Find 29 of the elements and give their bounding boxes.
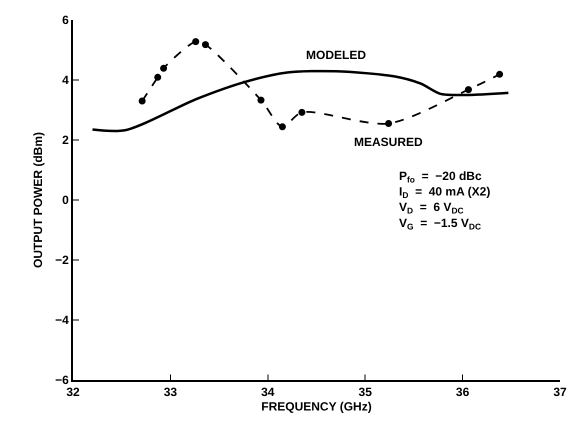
point: [385, 120, 392, 127]
x-tick-label: 33: [164, 385, 178, 400]
series-label: MEASURED: [354, 135, 424, 149]
y-tick-label: 4: [62, 73, 70, 88]
x-tick-label: 34: [261, 385, 275, 400]
x-tick-label: 32: [66, 385, 80, 400]
y-tick-label: 2: [62, 133, 70, 148]
series-label: MODELED: [306, 48, 366, 62]
x-tick-label: 36: [456, 385, 470, 400]
point: [278, 123, 286, 130]
point: [257, 96, 264, 104]
point: [202, 41, 209, 48]
y-tick-label: 6: [62, 13, 70, 28]
point: [160, 64, 168, 72]
y-axis-title: OUTPUT POWER (dBm): [30, 132, 45, 268]
y-tick-label: 0: [62, 193, 70, 208]
point: [464, 86, 472, 94]
x-axis-title: FREQUENCY (GHz): [261, 400, 372, 414]
x-tick-label: 37: [553, 385, 567, 400]
y-tick-label: −4: [55, 313, 70, 328]
point: [138, 98, 146, 104]
x-tick-label: 35: [358, 385, 372, 400]
point: [154, 74, 162, 81]
y-tick-label: −2: [55, 253, 70, 268]
point: [298, 108, 306, 116]
point: [496, 70, 504, 78]
point: [192, 38, 200, 46]
y-tick-label: −6: [55, 373, 70, 388]
text: P$_{fo}$ = −20 dBc I$_{D}$ = 40 mA (X2) V$_{D}$ = 6 V$_{DC}$ V$_{G}$ = −1.5 V$_{DC}$: [399, 169, 490, 232]
